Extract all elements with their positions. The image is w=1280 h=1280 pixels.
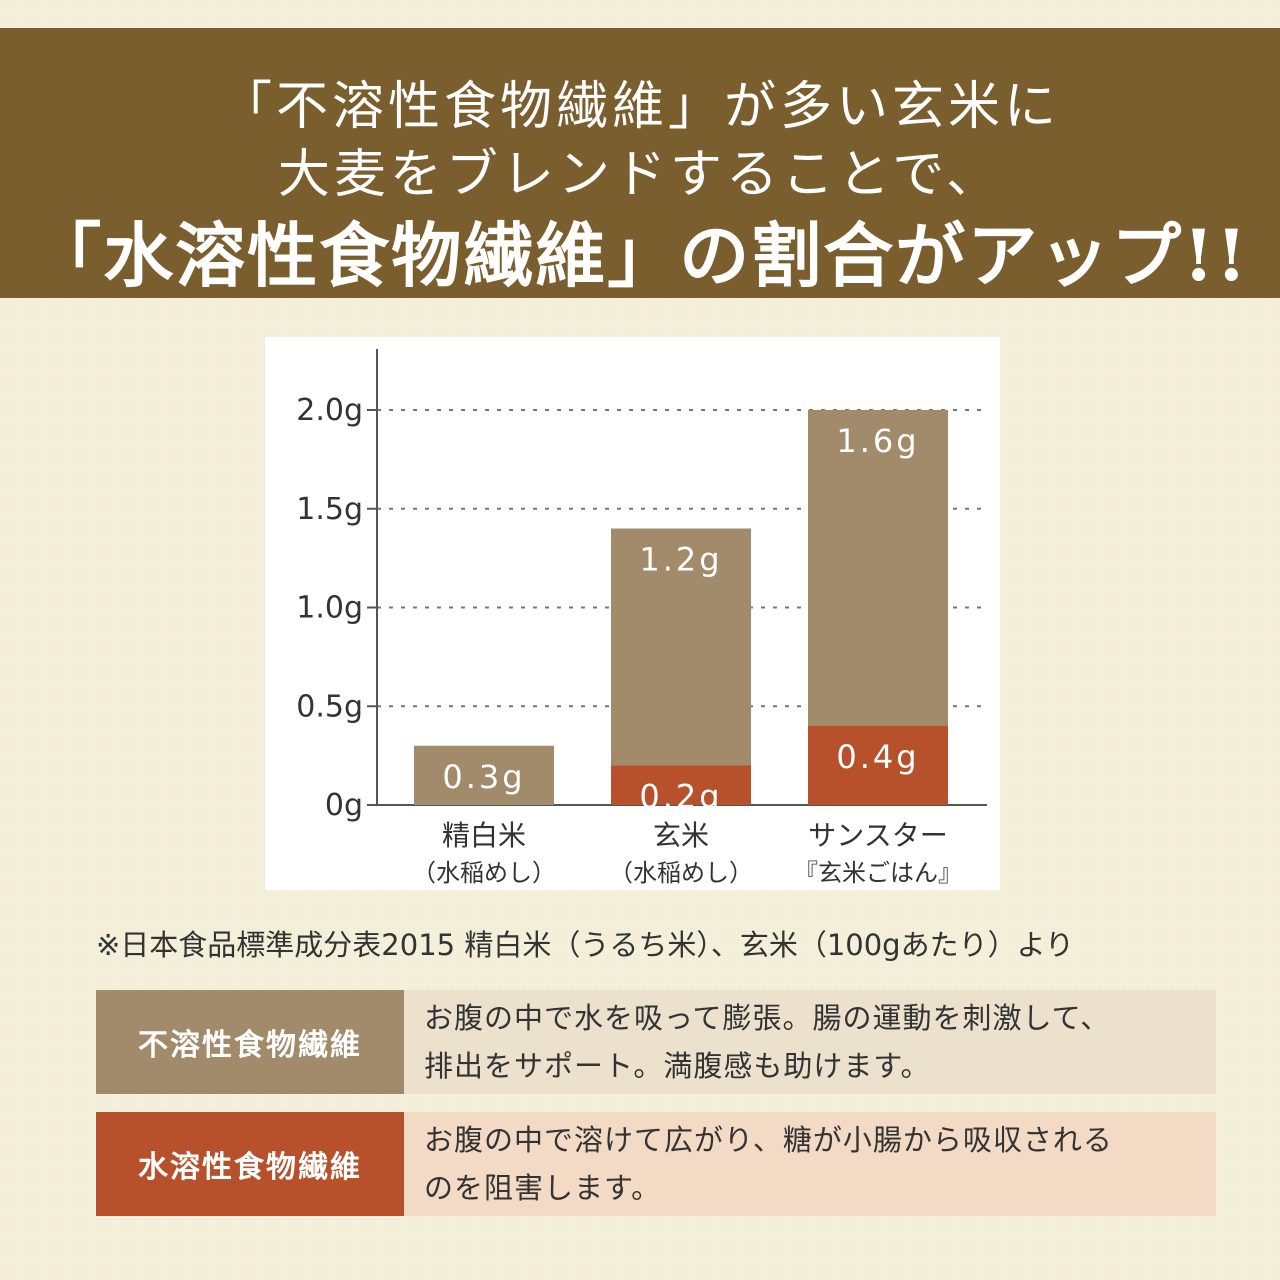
fiber-bar-chart: 0g 0.5g 1.0g 1.5g 2.0g 0.3g 精白米 （水稲めし） 0.2g 1.2g 玄… <box>296 349 987 887</box>
bar-soluble <box>611 765 751 805</box>
category-label: 精白米 <box>442 819 526 852</box>
bar-insoluble <box>611 528 751 766</box>
title-banner: 「不溶性食物繊維」が多い玄米に 大麦をブレンドすることで、 「水溶性食物繊維」の… <box>0 28 1280 298</box>
y-tick-label: 1.0g <box>296 591 363 626</box>
category-sublabel: （水稲めし） <box>609 859 753 887</box>
y-tick-label: 0.5g <box>296 689 363 724</box>
legend-insoluble-line-1: お腹の中で水を吸って膨張。腸の運動を刺激して、 <box>424 1001 1111 1035</box>
title-line-1: 「不溶性食物繊維」が多い玄米に <box>219 77 1060 137</box>
bar-value-label: 1.6g <box>836 422 919 460</box>
legend-soluble-line-2: のを阻害します。 <box>424 1171 662 1205</box>
bar-value-label: 0.2g <box>639 778 722 816</box>
title-line-3: 「水溶性食物繊維」の割合がアップ!! <box>31 214 1249 297</box>
category-label: 玄米 <box>653 819 709 852</box>
legend-soluble-description: お腹の中で溶けて広がり、糖が小腸から吸収される のを阻害します。 <box>404 1112 1216 1216</box>
category-label: サンスター <box>808 819 947 852</box>
category-sublabel: 『玄米ごはん』 <box>794 859 962 887</box>
bar-insoluble <box>414 745 554 805</box>
bar-value-label: 0.4g <box>836 738 919 776</box>
chart-panel: 0g 0.5g 1.0g 1.5g 2.0g 0.3g 精白米 （水稲めし） 0.2g 1.2g 玄… <box>265 337 1000 890</box>
title-line-2: 大麦をブレンドすることで、 <box>277 145 1003 205</box>
y-tick-label: 2.0g <box>296 393 363 428</box>
source-footnote: ※日本食品標準成分表2015 精白米（うるち米）、玄米（100gあたり）より <box>96 928 1075 962</box>
category-sublabel: （水稲めし） <box>412 859 556 887</box>
bar-insoluble <box>808 410 948 726</box>
bar-soluble <box>808 726 948 805</box>
legend-insoluble-description: お腹の中で水を吸って膨張。腸の運動を刺激して、 排出をサポート。満腹感も助けます… <box>404 990 1216 1094</box>
legend-soluble-label: 水溶性食物繊維 <box>96 1112 404 1216</box>
legend-insoluble: 不溶性食物繊維 お腹の中で水を吸って膨張。腸の運動を刺激して、 排出をサポート。… <box>96 990 1216 1094</box>
legend-insoluble-line-2: 排出をサポート。満腹感も助けます。 <box>424 1049 931 1083</box>
legend-soluble-line-1: お腹の中で溶けて広がり、糖が小腸から吸収される <box>424 1123 1113 1157</box>
y-tick-label: 1.5g <box>296 492 363 527</box>
legend-soluble: 水溶性食物繊維 お腹の中で溶けて広がり、糖が小腸から吸収される のを阻害します。 <box>96 1112 1216 1216</box>
legend-insoluble-label: 不溶性食物繊維 <box>96 990 404 1094</box>
bar-value-label: 0.3g <box>442 758 525 796</box>
bar-value-label: 1.2g <box>639 541 722 579</box>
y-tick-label: 0g <box>325 788 363 823</box>
